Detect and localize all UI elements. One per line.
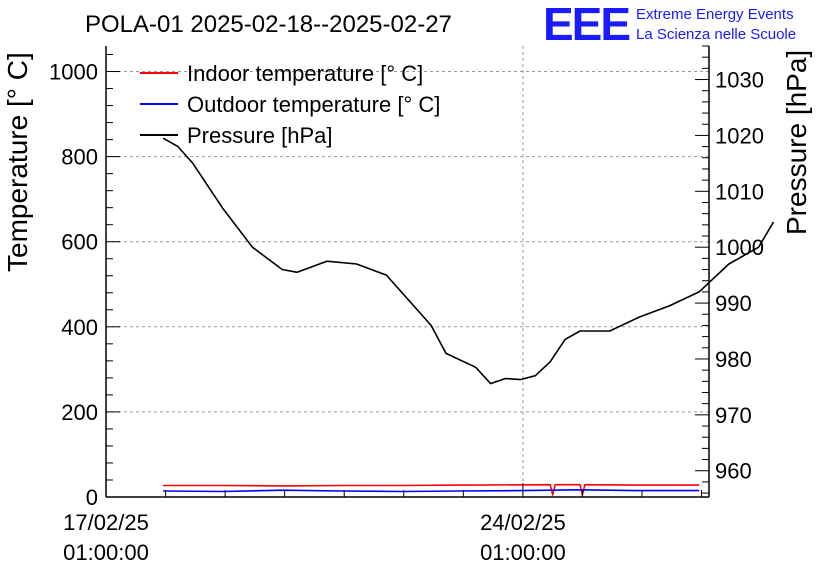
brand-line-1: Extreme Energy Events bbox=[636, 6, 794, 23]
series-line-3 bbox=[162, 137, 775, 385]
x-tick-label-time: 01:00:00 bbox=[63, 540, 149, 565]
series-lines bbox=[162, 137, 775, 496]
y-left-tick-label: 400 bbox=[61, 315, 98, 340]
y-right-tick-label: 1020 bbox=[715, 123, 764, 148]
axes: 0 200 400 600 800 1000 960 970 980 990 1000 1010 102… bbox=[49, 45, 764, 565]
legend-label-3: Pressure [hPa] bbox=[187, 123, 333, 148]
y-left-tick-label: 1000 bbox=[49, 60, 98, 85]
y-right-tick-label: 970 bbox=[715, 403, 752, 428]
y-axis-left-label: Temperature [° C] bbox=[2, 52, 33, 272]
x-tick-label-time: 01:00:00 bbox=[480, 540, 566, 565]
chart-title: POLA-01 2025-02-18--2025-02-27 bbox=[85, 11, 452, 38]
x-tick-label-date: 17/02/25 bbox=[63, 510, 149, 535]
series-line-2 bbox=[163, 488, 700, 493]
y-right-tick-label: 1010 bbox=[715, 179, 764, 204]
legend-label-1: Indoor temperature [° C] bbox=[187, 61, 423, 86]
legend-label-2: Outdoor temperature [° C] bbox=[187, 92, 440, 117]
brand-logo: EEE Extreme Energy Events La Scienza nel… bbox=[543, 0, 796, 50]
grid-lines bbox=[106, 46, 709, 497]
y-right-tick-label: 1030 bbox=[715, 68, 764, 93]
y-right-tick-label: 1000 bbox=[715, 235, 764, 260]
logo-text: EEE bbox=[543, 0, 629, 50]
y-right-tick-label: 960 bbox=[715, 459, 752, 484]
y-left-tick-label: 600 bbox=[61, 230, 98, 255]
y-left-tick-label: 800 bbox=[61, 145, 98, 170]
brand-line-2: La Scienza nelle Scuole bbox=[636, 26, 796, 43]
x-tick-label-date: 24/02/25 bbox=[480, 510, 566, 535]
y-left-tick-label: 200 bbox=[61, 400, 98, 425]
legend: Indoor temperature [° C] Outdoor temperat… bbox=[140, 61, 440, 148]
y-axis-right-label: Pressure [hPa] bbox=[781, 50, 812, 235]
y-right-tick-label: 990 bbox=[715, 291, 752, 316]
y-right-tick-label: 980 bbox=[715, 347, 752, 372]
y-left-tick-label: 0 bbox=[86, 485, 98, 510]
